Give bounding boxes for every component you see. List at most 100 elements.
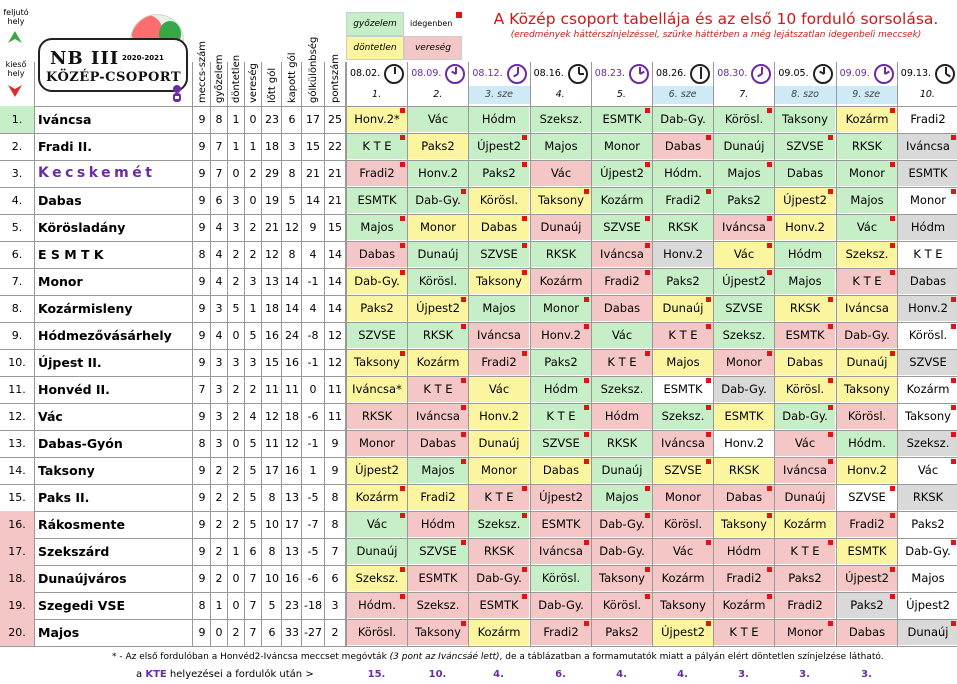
fixture-cell: Honv.2 [469, 404, 529, 429]
clock-icon [445, 64, 466, 84]
opponent-name: Vác [917, 463, 939, 477]
away-marker-icon [522, 216, 527, 221]
page-subtitle: (eredmények háttérszínjelzéssel, szürke … [510, 30, 922, 40]
opponent-name: K T E [729, 625, 759, 639]
opponent-name: Majos [482, 301, 516, 315]
opponent-name: SZVSE [480, 247, 518, 261]
fixture-cell: RKSK [714, 458, 774, 483]
stat-l: 1 [249, 302, 257, 315]
stat-l: 2 [249, 383, 257, 396]
stat-mp: 9 [198, 275, 206, 288]
opponent-name: Újpest2 [722, 274, 766, 288]
opponent-name: Majos [421, 463, 455, 477]
away-marker-icon [767, 567, 772, 572]
round-number: 8. szo [774, 86, 836, 104]
opponent-name: ESMTK [357, 193, 397, 207]
round-number: 1. [372, 89, 382, 100]
stat-l: 4 [249, 410, 257, 423]
fixture-cell: Monor [408, 215, 468, 240]
fixture-cell: Körösl. [714, 107, 774, 132]
column-divider [210, 62, 211, 646]
opponent-name: Szeksz. [600, 382, 644, 396]
opponent-name: Dab-Gy. [599, 517, 645, 531]
round-number: 10. [919, 89, 935, 100]
away-marker-icon [828, 432, 833, 437]
away-marker-icon [828, 324, 833, 329]
round-date-text: 08.02. [350, 68, 381, 79]
fixture-cell: Hódm. [347, 593, 407, 618]
fixture-cell: Körösl. [347, 620, 407, 645]
opponent-name: Iváncsa [783, 463, 827, 477]
stat-pts: 21 [328, 194, 342, 207]
fixture-cell: Szeksz. [347, 566, 407, 591]
away-marker-icon [767, 216, 772, 221]
opponent-name: Kozárm [845, 112, 889, 126]
stat-d: 0 [232, 329, 240, 342]
fixture-cell: Dabas [775, 350, 835, 375]
fixture-cell: SZVSE [408, 539, 468, 564]
opponent-name: Fradi2 [910, 112, 946, 126]
relegation-label: kieső hely [5, 60, 27, 78]
fixture-cell: Majos [898, 566, 957, 591]
team-name: Fradi II. [38, 139, 92, 154]
stat-d: 2 [232, 275, 240, 288]
round-date-text: 09.13. [900, 68, 932, 79]
column-header: döntetlen [231, 54, 242, 103]
away-marker-icon [951, 189, 956, 194]
stat-gf: 12 [265, 248, 279, 261]
stat-pts: 14 [328, 302, 342, 315]
opponent-name: Monor [603, 139, 640, 153]
fixture-cell: Vác [592, 323, 652, 348]
stat-gf: 18 [265, 302, 279, 315]
rank: 12. [8, 410, 26, 423]
opponent-name: Dab-Gy. [721, 382, 767, 396]
opponent-name: K T E [423, 382, 453, 396]
opponent-name: Paks2 [911, 517, 945, 531]
stat-d: 0 [232, 167, 240, 180]
fixture-cell: Fradi2 [837, 512, 897, 537]
rank: 3. [11, 167, 23, 180]
fixture-cell: Iváncsa* [347, 377, 407, 402]
opponent-name: Dabas [419, 436, 457, 450]
opponent-name: Kozárm [783, 517, 827, 531]
fixture-cell: SZVSE [775, 134, 835, 159]
fixture-cell: K T E [531, 404, 591, 429]
stat-pts: 8 [331, 518, 339, 531]
opponent-name: Honv.2* [354, 112, 400, 126]
rank: 8. [11, 302, 23, 315]
fixture-cell: Paks2 [653, 269, 713, 294]
stat-l: 3 [249, 356, 257, 369]
opponent-name: Majos [911, 571, 945, 585]
stat-mp: 9 [198, 572, 206, 585]
stat-gf: 29 [265, 167, 279, 180]
team-name: Rákosmente [38, 517, 125, 532]
fixture-cell: Taksony [469, 269, 529, 294]
fixture-cell: RKSK [592, 431, 652, 456]
fixture-cell: Dunaúj [837, 350, 897, 375]
opponent-name: Dab-Gy. [905, 544, 951, 558]
opponent-name: Majos [788, 274, 822, 288]
round-number: 3. sze [468, 86, 530, 104]
away-marker-icon [522, 162, 527, 167]
away-marker-icon [706, 297, 711, 302]
opponent-name: K T E [852, 274, 882, 288]
opponent-name: Iváncsa [722, 220, 766, 234]
fixture-cell: Újpest2 [531, 485, 591, 510]
away-marker-icon [951, 459, 956, 464]
stat-pts: 6 [331, 572, 339, 585]
fixture-cell: Taksony [653, 593, 713, 618]
stat-l: 1 [249, 140, 257, 153]
fixture-cell: Dunaúj [592, 458, 652, 483]
rank: 16. [0, 511, 34, 538]
team-name: Dunaújváros [38, 571, 127, 586]
legend-away: idegenben [410, 19, 453, 28]
away-marker-icon [767, 243, 772, 248]
stat-pts: 9 [331, 437, 339, 450]
column-header: pontszám [330, 53, 341, 103]
stat-gd: -1 [307, 356, 319, 369]
fixture-cell: Fradi2 [898, 107, 957, 132]
stat-gd: 17 [306, 113, 320, 126]
away-marker-icon [828, 189, 833, 194]
stat-w: 1 [215, 599, 223, 612]
